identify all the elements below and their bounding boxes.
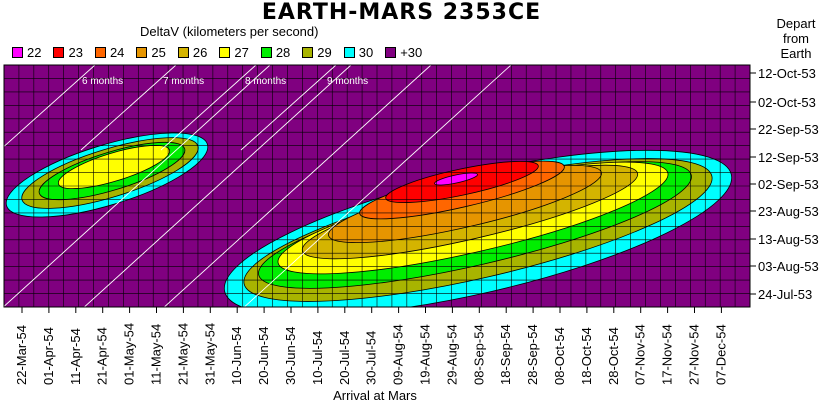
legend-swatch xyxy=(136,47,148,58)
time-of-flight-label: 8 months xyxy=(245,76,286,87)
y-tick-label: 23-Aug-53 xyxy=(758,204,819,219)
legend-label: 28 xyxy=(275,45,291,60)
legend-item: 26 xyxy=(177,45,208,60)
legend-item: 25 xyxy=(136,45,166,60)
legend-swatch xyxy=(260,47,272,58)
x-tick-label: 28-Oct-54 xyxy=(606,327,621,385)
legend-item: 22 xyxy=(12,45,41,60)
legend-item: 24 xyxy=(94,45,125,60)
legend-item: 28 xyxy=(260,45,291,60)
time-of-flight-line xyxy=(83,65,352,307)
legend-label: +30 xyxy=(400,45,423,60)
x-tick-label: 21-May-54 xyxy=(175,323,190,385)
legend-label: 22 xyxy=(27,45,42,60)
y-tick-label: 24-Jul-53 xyxy=(758,287,812,302)
legend-label: 27 xyxy=(234,45,249,60)
time-of-flight-label: 7 months xyxy=(163,76,204,87)
x-tick-label: 10-Jun-54 xyxy=(229,326,244,385)
y-tick-label: 22-Sep-53 xyxy=(758,122,819,137)
x-tick-label: 27-Nov-54 xyxy=(687,324,702,385)
x-tick-label: 28-Sep-54 xyxy=(525,324,540,385)
x-tick-label: 10-Jul-54 xyxy=(310,331,325,385)
plot-frame xyxy=(3,64,751,308)
x-tick-label: 11-May-54 xyxy=(149,324,164,385)
legend-swatch xyxy=(219,47,231,58)
x-tick-label: 07-Dec-54 xyxy=(713,324,728,385)
legend-item: +30 xyxy=(385,45,422,60)
x-tick-label: 20-Jul-54 xyxy=(337,331,352,385)
x-tick-label: 01-Apr-54 xyxy=(41,327,56,385)
legend-label: 30 xyxy=(358,45,374,60)
y-tick-label: 02-Oct-53 xyxy=(758,95,816,110)
x-tick-label: 29-Aug-54 xyxy=(444,324,459,385)
time-of-flight-line xyxy=(4,65,96,148)
y-tick-label: 13-Aug-53 xyxy=(758,232,819,247)
contour-bands xyxy=(5,132,733,307)
y-axis-label: Depart from Earth xyxy=(776,16,816,61)
x-tick-label: 09-Aug-54 xyxy=(391,324,406,385)
x-tick-label: 18-Oct-54 xyxy=(579,327,594,385)
x-tick-label: 17-Nov-54 xyxy=(660,324,675,385)
x-tick-label: 08-Sep-54 xyxy=(471,324,486,385)
legend-swatch xyxy=(343,47,355,58)
x-tick-label: 21-Apr-54 xyxy=(95,327,110,385)
y-tick-label: 03-Aug-53 xyxy=(758,259,819,274)
legend-item: 23 xyxy=(53,45,83,60)
x-tick-label: 08-Oct-54 xyxy=(552,327,567,385)
legend-label: 26 xyxy=(192,45,208,60)
legend-label: 29 xyxy=(317,45,332,60)
x-axis-label: Arrival at Mars xyxy=(333,388,417,403)
legend-swatch xyxy=(385,47,397,58)
x-tick-label: 31-May-54 xyxy=(202,323,217,385)
legend-item: 27 xyxy=(219,45,249,60)
time-of-flight-line xyxy=(240,65,337,151)
chart-subtitle: DeltaV (kilometers per second) xyxy=(140,24,319,39)
legend-swatch xyxy=(177,47,189,58)
time-of-flight-line xyxy=(163,65,432,307)
y-tick-label: 02-Sep-53 xyxy=(758,177,819,192)
y-tick-label: 12-Sep-53 xyxy=(758,150,819,165)
contour-band-27 xyxy=(57,144,171,190)
x-tick-label: 20-Jun-54 xyxy=(256,326,271,385)
legend-item: 29 xyxy=(302,45,332,60)
x-tick-label: 19-Aug-54 xyxy=(418,324,433,385)
time-of-flight-label: 9 months xyxy=(327,76,368,87)
x-tick-label: 30-Jun-54 xyxy=(283,326,298,385)
time-of-flight-line xyxy=(80,65,177,151)
time-of-flight-line xyxy=(243,65,512,307)
x-tick-label: 07-Nov-54 xyxy=(633,324,648,385)
y-tick-label: 12-Oct-53 xyxy=(758,66,816,81)
legend: 22 23 24 25 26 27 28 29 30 +30 xyxy=(12,45,434,60)
x-tick-label: 30-Jul-54 xyxy=(364,331,379,385)
time-of-flight-line xyxy=(160,65,257,151)
legend-swatch xyxy=(53,47,65,58)
legend-label: 23 xyxy=(68,45,83,60)
legend-swatch xyxy=(12,47,23,58)
legend-label: 24 xyxy=(109,45,125,60)
x-tick-label: 11-Apr-54 xyxy=(68,328,83,385)
x-tick-label: 01-May-54 xyxy=(122,323,137,385)
time-of-flight-label: 6 months xyxy=(82,76,123,87)
x-tick-label: 22-Mar-54 xyxy=(14,325,29,385)
legend-label: 25 xyxy=(151,45,166,60)
legend-swatch xyxy=(94,47,106,58)
x-tick-label: 18-Sep-54 xyxy=(498,324,513,385)
time-of-flight-lines xyxy=(4,65,512,307)
legend-swatch xyxy=(302,47,314,58)
time-of-flight-line xyxy=(4,65,271,307)
chart-title: EARTH-MARS 2353CE xyxy=(261,0,542,25)
legend-item: 30 xyxy=(343,45,374,60)
